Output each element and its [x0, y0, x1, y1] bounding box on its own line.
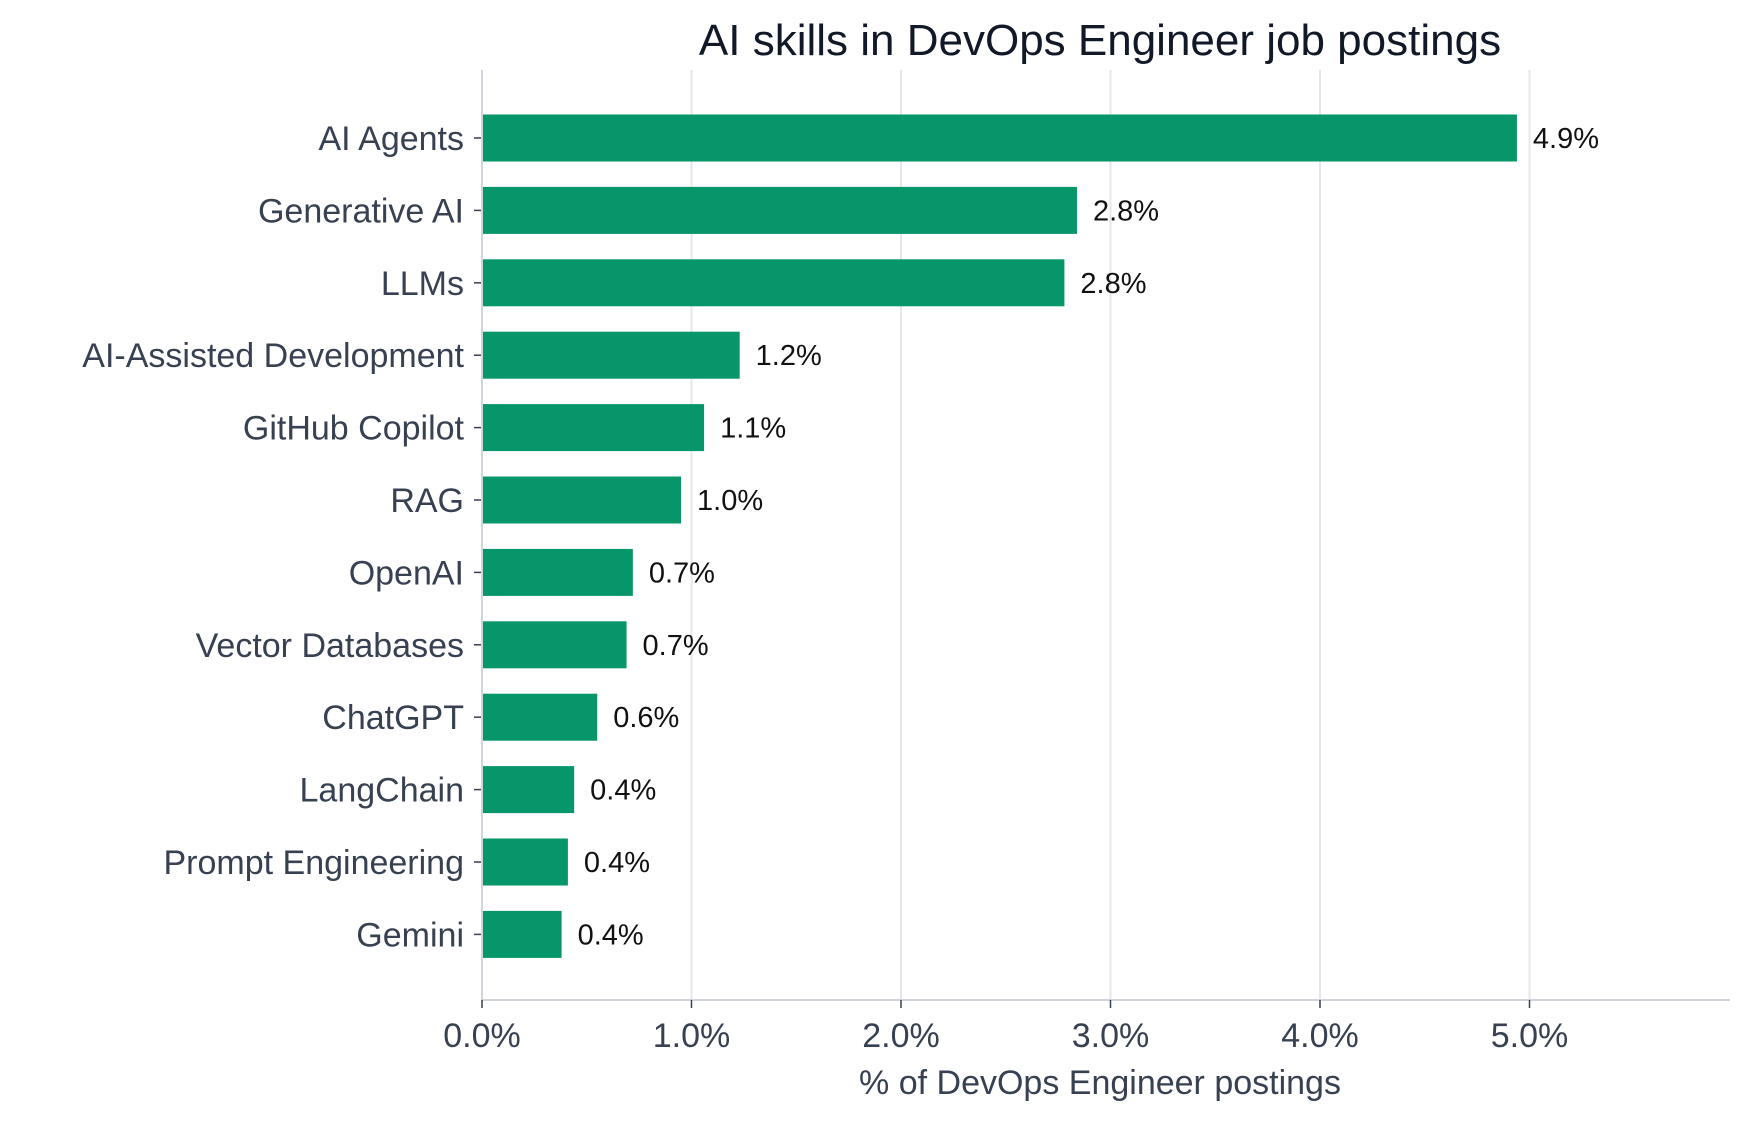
bar	[482, 476, 682, 524]
x-tick-label: 1.0%	[653, 1017, 731, 1055]
category-label: LLMs	[381, 265, 464, 303]
category-label: RAG	[390, 482, 464, 520]
category-label: OpenAI	[349, 554, 464, 592]
data-label: 0.7%	[643, 630, 709, 662]
bars	[482, 114, 1517, 958]
bar	[482, 404, 705, 452]
category-label: Gemini	[356, 916, 464, 954]
value-labels: 4.9% 2.8% 2.8% 1.2% 1.1% 1.0% 0.7% 0.7% 0.6% 0.4%…	[578, 123, 1599, 951]
data-label: 1.1%	[720, 413, 786, 445]
data-label: 2.8%	[1093, 195, 1159, 227]
chart-title: AI skills in DevOps Engineer job posting…	[699, 16, 1501, 65]
bar	[482, 114, 1517, 162]
category-label: AI Agents	[318, 120, 464, 158]
x-axis-title: % of DevOps Engineer postings	[859, 1064, 1341, 1102]
data-label: 2.8%	[1080, 268, 1146, 300]
bar	[482, 693, 598, 741]
bar	[482, 838, 568, 886]
x-tick-label: 3.0%	[1072, 1017, 1150, 1055]
category-label: Generative AI	[258, 192, 464, 230]
category-label: GitHub Copilot	[243, 410, 465, 448]
category-label: Prompt Engineering	[163, 844, 464, 882]
data-label: 0.7%	[649, 557, 715, 589]
x-tick-label: 0.0%	[443, 1017, 521, 1055]
data-label: 0.6%	[613, 702, 679, 734]
data-label: 0.4%	[584, 847, 650, 879]
x-tick-label: 2.0%	[862, 1017, 940, 1055]
category-label: Vector Databases	[196, 627, 464, 665]
x-tick-label: 4.0%	[1281, 1017, 1359, 1055]
data-label: 1.2%	[756, 340, 822, 372]
bar	[482, 766, 575, 814]
x-tick-label: 5.0%	[1491, 1017, 1569, 1055]
bar	[482, 186, 1077, 234]
data-label: 4.9%	[1533, 123, 1599, 155]
category-label: AI-Assisted Development	[82, 337, 464, 375]
data-label: 1.0%	[697, 485, 763, 517]
bar	[482, 259, 1065, 307]
bar	[482, 910, 562, 958]
category-labels: AI Agents Generative AI LLMs AI-Assisted De…	[82, 120, 482, 954]
data-label: 0.4%	[578, 919, 644, 951]
data-label: 0.4%	[590, 775, 656, 807]
bar	[482, 621, 627, 669]
bar	[482, 331, 740, 379]
bar	[482, 548, 633, 596]
category-label: LangChain	[300, 772, 464, 810]
x-axis: 0.0% 1.0% 2.0% 3.0% 4.0% 5.0%	[443, 70, 1730, 1055]
category-label: ChatGPT	[322, 699, 464, 737]
